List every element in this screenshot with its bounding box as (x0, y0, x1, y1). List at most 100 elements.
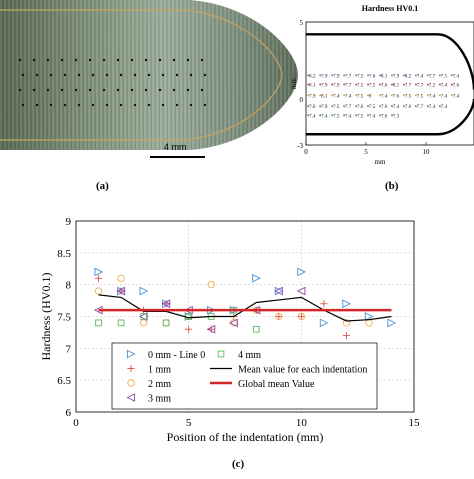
bead-outline-bottom (306, 98, 474, 136)
indentation-dot (88, 88, 92, 92)
indentation-dot (77, 73, 81, 77)
indentation-dot (161, 103, 165, 107)
data-point (162, 319, 170, 327)
hardness-value-label: 8.1 (309, 83, 316, 89)
hardness-value-label: 7.9 (321, 83, 328, 89)
hardness-value-label: 7.6 (369, 73, 376, 79)
hardness-value-label: 7.5 (357, 113, 364, 119)
hardness-marker (307, 114, 310, 117)
ytick-label: 7 (66, 343, 72, 355)
hardness-value-label: 7.4 (321, 113, 328, 119)
data-point (94, 267, 104, 277)
hardness-marker (343, 83, 346, 86)
hardness-value-label: 7.4 (393, 104, 400, 110)
indentation-dot (116, 58, 120, 62)
indentation-dot (63, 103, 67, 107)
hardness-marker (450, 83, 453, 86)
hardness-marker (450, 74, 453, 77)
indentation-dot (158, 58, 162, 62)
hardness-marker (367, 94, 369, 97)
data-point (342, 299, 352, 309)
hardness-value-label: 7.5 (333, 113, 340, 119)
indentation-dot (35, 73, 39, 77)
hardness-marker (403, 83, 405, 86)
hardness-marker (319, 83, 322, 86)
legend-label: Mean value for each indentation (238, 365, 367, 376)
hardness-value-label: 7.9 (309, 93, 316, 99)
indentation-dot (74, 88, 78, 92)
chart-b-ytick-label: 5 (300, 19, 304, 27)
scale-label: 4 mm (164, 142, 187, 152)
indentation-dot (21, 103, 25, 107)
data-point (116, 286, 126, 296)
indentation-dot (158, 88, 162, 92)
chart-b-ytick-label: -3 (297, 142, 303, 150)
hardness-marker (403, 94, 405, 97)
hardness-value-label: 7.5 (357, 73, 364, 79)
caption-b: (b) (385, 180, 399, 192)
hardness-marker (331, 105, 334, 107)
hardness-marker (343, 94, 346, 97)
hardness-value-label: 7.9 (333, 83, 340, 89)
hardness-marker (403, 105, 405, 107)
indentation-dot (77, 103, 81, 107)
hardness-marker (343, 105, 346, 107)
hardness-value-label: 7.7 (345, 73, 352, 79)
mean-line (98, 294, 392, 322)
legend: 0 mm - Line 0 4 mm 1 mm Mean value for each… (111, 342, 378, 410)
data-point (296, 286, 306, 296)
indentation-dot (175, 103, 179, 107)
y-axis-label: Hardness (HV0.1) (39, 273, 53, 361)
indentation-dot (49, 73, 53, 77)
hardness-value-label: 7.9 (333, 73, 340, 79)
data-point (252, 273, 261, 283)
hardness-marker (415, 74, 417, 77)
hardness-value-label: 7.5 (357, 83, 364, 89)
hardness-marker (391, 94, 393, 97)
hardness-marker (391, 74, 393, 77)
chart-b-ylabel: mm (290, 78, 298, 89)
hardness-marker (319, 114, 322, 117)
hardness-value-label: 7.4 (345, 93, 352, 99)
indentation-dot (21, 73, 25, 77)
hardness-value-label: 7.4 (345, 113, 352, 119)
legend-marker (217, 350, 225, 358)
hardness-value-label: 7.9 (321, 104, 328, 110)
hardness-marker (355, 105, 357, 107)
hardness-marker (379, 105, 381, 107)
indentation-dot (60, 58, 64, 62)
hardness-value-label: 7.5 (357, 93, 364, 99)
legend-label: 2 mm (148, 379, 171, 390)
legend-box (111, 342, 378, 410)
hardness-value-label: 7.7 (429, 73, 436, 79)
hardness-map-plot: Hardness HV0.1 0 5 10 5 0 -3 mm mm 8.2 7.9 7.9 7.7 7.… (290, 0, 474, 180)
hardness-marker (415, 105, 417, 107)
indentation-dot (172, 88, 176, 92)
indentation-dot (32, 58, 36, 62)
hardness-value-label: 7.4 (441, 93, 448, 99)
data-point (364, 312, 374, 321)
hardness-value-label: 7.6 (393, 93, 400, 99)
data-point (274, 286, 284, 296)
indentation-dot (161, 73, 165, 77)
indentation-dot (35, 103, 39, 107)
hardness-value-label: 7.4 (369, 113, 376, 119)
data-point (162, 300, 170, 308)
data-point (342, 319, 351, 327)
hardness-value-label: 7.4 (417, 73, 424, 79)
hardness-marker (307, 105, 310, 107)
data-point (275, 312, 283, 321)
indentation-dot (189, 73, 193, 77)
indentation-dot (49, 103, 53, 107)
hardness-marker (379, 74, 381, 77)
data-point (162, 319, 170, 327)
hardness-marker (367, 74, 369, 77)
hardness-marker (426, 83, 429, 86)
hardness-marker (307, 94, 310, 97)
ytick-label: 8 (66, 280, 72, 292)
xtick-label: 0 (73, 417, 79, 429)
ytick-label: 9 (66, 216, 72, 228)
indentation-dot (186, 58, 190, 62)
data-point (94, 274, 103, 282)
hardness-profile-svg: 6 6.5 7 7.5 8 8.5 9 0 5 10 15 Position of the inden… (39, 216, 420, 444)
